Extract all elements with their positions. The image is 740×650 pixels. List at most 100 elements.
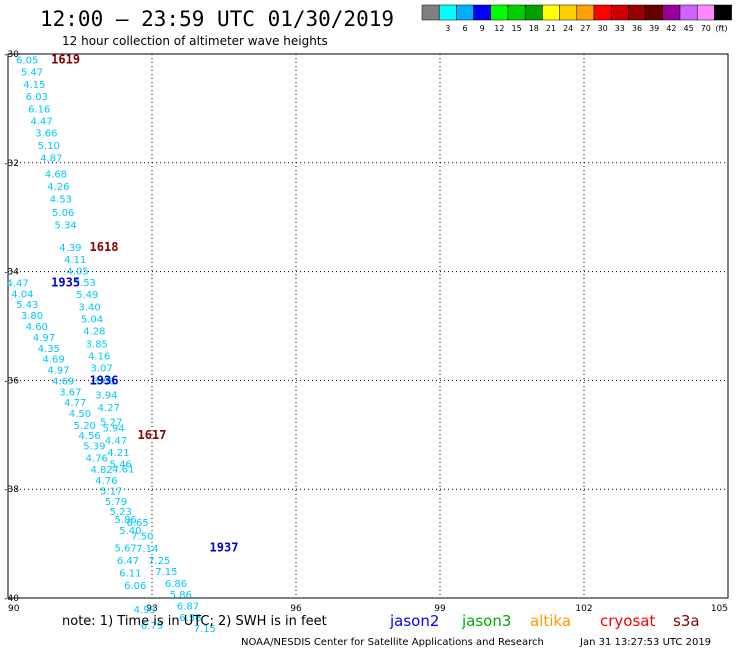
wave-height-label: 4.77	[64, 398, 86, 409]
wave-height-label: 4.97	[47, 366, 69, 377]
wave-height-label: 3.94	[95, 391, 117, 402]
y-tick-label: -30	[4, 50, 19, 60]
wave-height-label: 4.97	[33, 333, 55, 344]
pass-time-label: 1935	[51, 275, 80, 289]
wave-height-label: 6.47	[117, 556, 139, 567]
wave-height-label: 5.43	[16, 300, 38, 311]
x-tick-label: 93	[146, 604, 157, 614]
legend-swatch	[696, 4, 715, 21]
wave-height-label: 5.39	[83, 442, 105, 453]
wave-height-label: 7.14	[136, 544, 158, 555]
wave-height-label: 5.86	[170, 590, 192, 601]
wave-height-label: 4.04	[11, 289, 33, 300]
wave-height-label: 6.11	[119, 568, 141, 579]
satellite-label: jason3	[461, 612, 511, 630]
wave-height-label: 5.34	[54, 220, 76, 231]
wave-height-label: 6.16	[28, 104, 50, 115]
wave-height-label: 3.85	[86, 339, 108, 350]
wave-height-label: 4.69	[52, 376, 74, 387]
legend-swatch	[645, 4, 664, 21]
legend-label: 15	[512, 24, 522, 33]
timestamp-text: Jan 31 13:27:53 UTC 2019	[579, 637, 711, 648]
legend-label: 6	[462, 24, 467, 33]
wave-height-label: 7.15	[155, 567, 177, 578]
legend-label: 9	[480, 24, 485, 33]
wave-height-label: 3.66	[35, 128, 57, 139]
satellite-legend: jason2 jason3 altika cryosat s3a	[389, 612, 700, 630]
wave-height-label: 4.47	[6, 278, 28, 289]
wave-height-label: 5.20	[74, 421, 96, 432]
wave-height-label: 7.50	[131, 531, 153, 542]
chart-title: 12:00 – 23:59 UTC 01/30/2019	[40, 7, 394, 31]
wave-height-label: 4.39	[59, 243, 81, 254]
wave-height-label: 6.87	[177, 602, 199, 613]
axis-ticks: 90 93 96 99 102 105 -30 -32 -34 -36 -38 -40	[4, 50, 728, 614]
wave-height-label: 4.68	[45, 170, 67, 181]
wave-height-label: 4.76	[95, 476, 117, 487]
legend-swatch	[610, 4, 629, 21]
legend-label: 42	[666, 24, 676, 33]
wave-height-label: 4.26	[47, 182, 69, 193]
wave-height-label: 4.11	[64, 255, 86, 266]
legend-label: 33	[615, 24, 625, 33]
legend-swatch	[438, 4, 457, 21]
legend-label: 12	[494, 24, 504, 33]
wave-height-label: 4.61	[112, 465, 134, 476]
wave-height-label: 3.07	[90, 363, 112, 374]
x-tick-label: 105	[711, 604, 728, 614]
wave-height-values: 6.055.474.156.036.164.473.665.104.874.68…	[6, 55, 215, 634]
wave-height-label: 5.10	[38, 141, 60, 152]
legend-label: 30	[598, 24, 608, 33]
wave-height-label: 4.05	[66, 267, 88, 278]
satellite-label: jason2	[389, 612, 439, 630]
pass-time-label: 1937	[210, 540, 239, 554]
y-tick-label: -40	[4, 594, 19, 604]
wave-height-label: 6.06	[124, 581, 146, 592]
wave-height-label: 4.28	[83, 326, 105, 337]
legend-label: 39	[649, 24, 659, 33]
pass-time-label: 1617	[138, 428, 167, 442]
legend-swatch	[490, 4, 509, 21]
wave-height-label: 5.94	[102, 424, 124, 435]
legend-swatch	[714, 4, 732, 21]
legend-label: 45	[684, 24, 694, 33]
wave-height-label: 4.35	[38, 344, 60, 355]
satellite-label: cryosat	[600, 612, 655, 630]
wave-height-label: 7.15	[194, 624, 216, 635]
legend-label: 21	[546, 24, 556, 33]
y-tick-label: -38	[4, 485, 19, 495]
wave-height-label: 4.56	[78, 431, 100, 442]
legend-swatch	[456, 4, 474, 21]
wave-height-label: 6.79	[141, 621, 163, 632]
wave-height-label: 6.86	[165, 579, 187, 590]
wave-height-label: 6.58	[179, 613, 201, 624]
pass-time-label: 1936	[90, 373, 119, 387]
wave-height-label: 4.82	[90, 465, 112, 476]
wave-height-label: 6.03	[26, 92, 48, 103]
wave-height-label: 5.46	[110, 460, 132, 471]
legend-swatch	[524, 4, 543, 21]
wave-height-label: 5.67	[114, 543, 136, 554]
chart-subtitle: 12 hour collection of altimeter wave hei…	[62, 34, 328, 48]
wave-height-label: 7.25	[148, 556, 170, 567]
pass-time-label: 1618	[90, 240, 119, 254]
wave-height-label: 3.80	[21, 311, 43, 322]
wave-height-label: 4.69	[42, 355, 64, 366]
legend-label: 18	[529, 24, 539, 33]
wave-height-label: 4.27	[98, 403, 120, 414]
wave-height-label: 4.16	[88, 351, 110, 362]
wave-height-label: 4.47	[105, 436, 127, 447]
legend-swatch	[628, 4, 646, 21]
legend-swatch	[679, 4, 698, 21]
wave-height-label: 3.67	[59, 387, 81, 398]
wave-height-label: 5.79	[105, 497, 127, 508]
wave-height-label: 5.47	[21, 67, 43, 78]
pass-time-labels: 1619 1618 1935 1936 1617 1937	[51, 52, 238, 554]
wave-height-label: 3.40	[78, 302, 100, 313]
x-tick-label: 90	[8, 604, 20, 614]
pass-time-label: 1619	[51, 52, 80, 66]
legend-swatch	[421, 4, 440, 21]
wave-height-label: 6.05	[16, 55, 38, 66]
wave-height-label: 4.53	[50, 195, 72, 206]
